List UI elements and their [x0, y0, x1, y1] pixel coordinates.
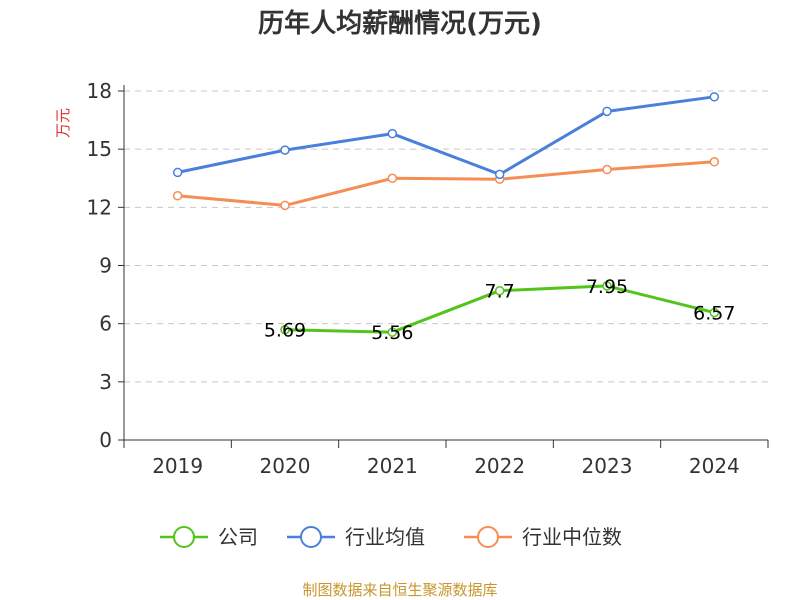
data-point [172, 167, 183, 178]
data-point [494, 169, 505, 180]
y-axis-label: 万元 [54, 108, 72, 138]
data-point [709, 307, 720, 318]
x-tick-label: 2023 [582, 454, 633, 478]
data-point [280, 200, 290, 211]
data-labels: 5.69 5.56 7.7 7.95 6.57 [264, 276, 736, 344]
data-point [387, 173, 398, 183]
legend-marker [173, 526, 195, 548]
grid-lines [124, 90, 768, 383]
data-point [709, 92, 720, 102]
chart-title: 历年人均薪酬情况(万元) [258, 8, 542, 39]
data-point [172, 190, 183, 201]
series-line [177, 160, 715, 207]
legend-marker [477, 526, 499, 548]
y-tick-label: 18 [87, 79, 112, 103]
x-tick-label: 2022 [474, 454, 525, 478]
y-tick-label: 9 [99, 254, 112, 278]
x-tick-label: 2021 [367, 454, 418, 478]
data-label: 7.7 [485, 281, 515, 303]
legend-label: 行业中位数 [522, 525, 622, 549]
y-tick-label: 3 [99, 370, 112, 394]
data-label: 5.69 [264, 320, 306, 342]
axes: 0 3 6 9 12 15 18 2019 2020 2021 2022 2023 2024 [87, 79, 769, 478]
data-label: 6.57 [693, 303, 735, 325]
data-point [494, 285, 505, 296]
data-point [280, 324, 290, 335]
data-point [602, 281, 612, 291]
y-tick-label: 12 [87, 195, 112, 219]
data-point [280, 145, 290, 155]
data-point [602, 106, 612, 117]
data-label: 5.56 [371, 322, 413, 344]
data-label: 7.95 [586, 276, 628, 298]
legend-label: 行业均值 [345, 525, 425, 549]
x-tick-label: 2019 [152, 454, 203, 478]
x-tick-label: 2024 [689, 454, 740, 478]
y-tick-label: 6 [99, 312, 112, 336]
data-point [602, 164, 612, 175]
legend-label: 公司 [218, 525, 258, 549]
data-point [709, 157, 720, 167]
legend-marker [300, 526, 322, 548]
y-tick-label: 0 [99, 428, 112, 452]
y-tick-label: 15 [87, 137, 112, 161]
series-line [177, 95, 715, 176]
series-lines [172, 92, 720, 337]
data-point [387, 327, 398, 337]
legend: 公司 行业均值 行业中位数 [160, 525, 622, 549]
source-note: 制图数据来自恒生聚源数据库 [302, 581, 497, 599]
data-point [387, 128, 398, 139]
x-tick-label: 2020 [260, 454, 311, 478]
